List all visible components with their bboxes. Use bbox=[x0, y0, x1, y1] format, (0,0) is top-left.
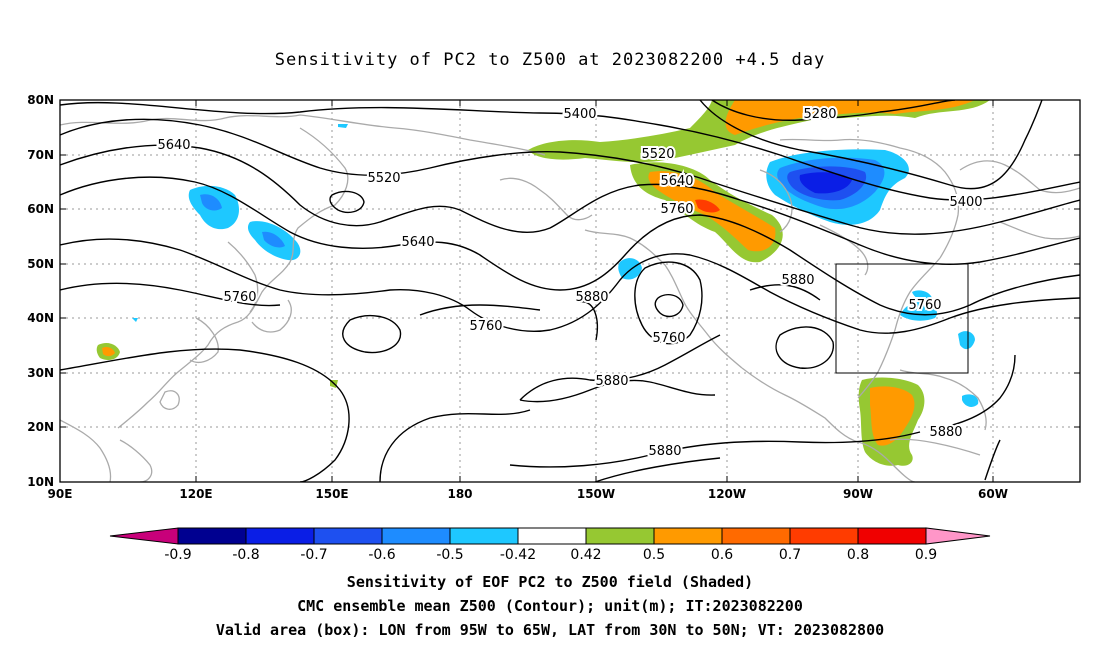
lon-tick-label: 90E bbox=[48, 487, 73, 501]
colorbar-label: 0.9 bbox=[915, 547, 937, 563]
lat-tick-label: 10N bbox=[27, 475, 54, 489]
colorbar-end-left bbox=[109, 527, 179, 545]
sensitivity-shading bbox=[96, 100, 990, 466]
colorbar-label: 0.5 bbox=[643, 547, 665, 563]
colorbar-swatch bbox=[449, 527, 519, 545]
colorbar-label: -0.5 bbox=[436, 547, 463, 563]
colorbar-swatch bbox=[177, 527, 247, 545]
colorbar-label: 0.8 bbox=[847, 547, 869, 563]
note-contour: CMC ensemble mean Z500 (Contour); unit(m… bbox=[297, 597, 803, 615]
colorbar-swatch bbox=[381, 527, 451, 545]
colorbar-swatch bbox=[721, 527, 791, 545]
contour-label: 5880 bbox=[929, 425, 962, 440]
lat-tick-label: 50N bbox=[27, 257, 54, 271]
lat-tick-label: 20N bbox=[27, 420, 54, 434]
note-shaded: Sensitivity of EOF PC2 to Z500 field (Sh… bbox=[346, 573, 754, 591]
colorbar-swatch bbox=[653, 527, 723, 545]
colorbar: -0.9 -0.8 -0.7 -0.6 -0.5 -0.42 0.42 0.5 0.6 0.7 0.… bbox=[109, 527, 991, 563]
note-valid-area: Valid area (box): LON from 95W to 65W, L… bbox=[215, 621, 885, 639]
negative-region-pacific bbox=[618, 258, 642, 280]
contour-label: 5880 bbox=[648, 444, 681, 459]
contour-label: 5520 bbox=[367, 171, 400, 186]
lon-tick-label: 150E bbox=[315, 487, 348, 501]
positive-region-tibet-core bbox=[102, 346, 115, 357]
lon-tick-label: 150W bbox=[577, 487, 615, 501]
contour-label: 5400 bbox=[563, 107, 596, 122]
contour-label: 5760 bbox=[660, 202, 693, 217]
lon-tick-label: 180 bbox=[447, 487, 472, 501]
colorbar-label: -0.6 bbox=[368, 547, 395, 563]
lat-tick-label: 40N bbox=[27, 311, 54, 325]
lat-tick-label: 60N bbox=[27, 202, 54, 216]
lat-tick-label: 70N bbox=[27, 148, 54, 162]
map-title: Sensitivity of PC2 to Z500 at 2023082200… bbox=[274, 50, 826, 70]
colorbar-label: -0.42 bbox=[500, 547, 536, 563]
contour-labels: 5400 5280 5640 5520 5520 5640 5760 5400 5640 5760… bbox=[155, 105, 984, 461]
contour-label: 5640 bbox=[157, 138, 190, 153]
contour-label: 5880 bbox=[781, 273, 814, 288]
contour-label: 5880 bbox=[595, 374, 628, 389]
colorbar-label: -0.8 bbox=[232, 547, 259, 563]
positive-region-hudson-red bbox=[695, 199, 720, 213]
valid-area-box bbox=[835, 263, 969, 374]
contour-label: 5760 bbox=[652, 331, 685, 346]
colorbar-label: -0.7 bbox=[300, 547, 327, 563]
map-frame bbox=[59, 99, 1081, 483]
colorbar-label: -0.9 bbox=[164, 547, 191, 563]
contour-label: 5400 bbox=[949, 195, 982, 210]
colorbar-swatch bbox=[789, 527, 859, 545]
lat-tick-label: 80N bbox=[27, 93, 54, 107]
colorbar-swatch bbox=[517, 527, 587, 545]
positive-region-caribbean-orange bbox=[870, 386, 915, 446]
z500-contours bbox=[60, 100, 1080, 482]
contour-label: 5760 bbox=[908, 298, 941, 313]
lon-tick-label: 120W bbox=[708, 487, 746, 501]
lon-tick-label: 90W bbox=[843, 487, 873, 501]
positive-region-arctic-orange bbox=[725, 100, 975, 135]
colorbar-swatch bbox=[313, 527, 383, 545]
contour-label: 5760 bbox=[469, 319, 502, 334]
lon-tick-label: 60W bbox=[978, 487, 1008, 501]
colorbar-end-right bbox=[925, 527, 991, 545]
lon-tick-label: 120E bbox=[179, 487, 212, 501]
colorbar-label: 0.42 bbox=[570, 547, 601, 563]
colorbar-swatch bbox=[245, 527, 315, 545]
negative-region-eastus bbox=[900, 301, 937, 321]
lat-tick-label: 30N bbox=[27, 366, 54, 380]
contour-label: 5520 bbox=[641, 147, 674, 162]
colorbar-swatch bbox=[585, 527, 655, 545]
contour-label: 5280 bbox=[803, 107, 836, 122]
colorbar-label: 0.7 bbox=[779, 547, 801, 563]
colorbar-label: 0.6 bbox=[711, 547, 733, 563]
contour-label: 5760 bbox=[223, 290, 256, 305]
positive-region-arctic bbox=[528, 100, 990, 163]
contour-label: 5640 bbox=[660, 174, 693, 189]
contour-label: 5640 bbox=[401, 235, 434, 250]
colorbar-swatch bbox=[857, 527, 927, 545]
negative-region-canada-deep bbox=[799, 172, 852, 194]
contour-label: 5880 bbox=[575, 290, 608, 305]
